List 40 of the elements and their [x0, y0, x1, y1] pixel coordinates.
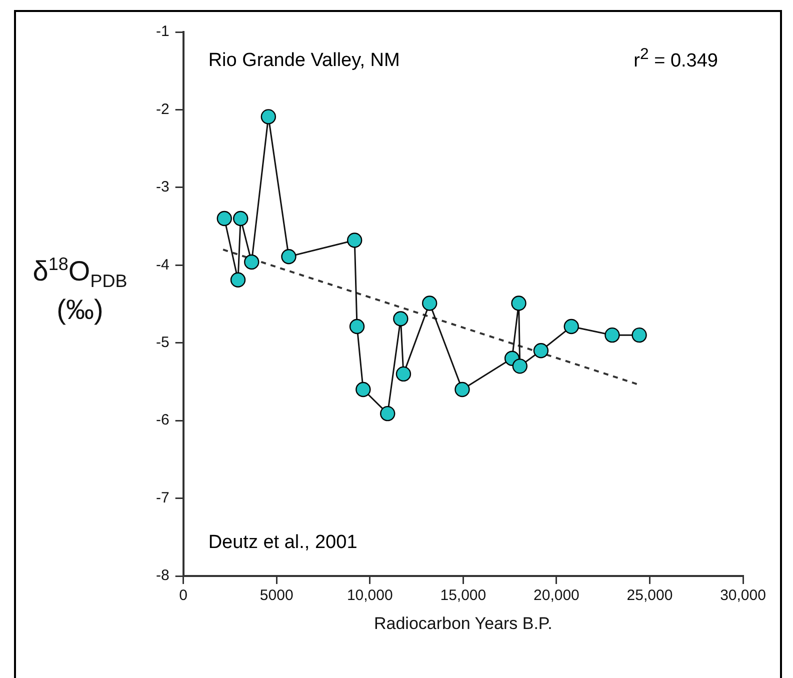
y-tick-label: -8 [156, 567, 170, 584]
point [349, 318, 365, 334]
point [393, 311, 408, 326]
annotation: Deutz et al., 2001 [208, 532, 358, 554]
point [346, 232, 362, 248]
point [244, 254, 260, 270]
y-tick-label: -5 [156, 334, 170, 351]
x-tick-label: 10,000 [346, 587, 393, 604]
point [396, 366, 412, 382]
x-tick-label: 15,000 [440, 587, 486, 604]
point [422, 296, 438, 311]
x-tick-label: 5000 [260, 587, 294, 604]
x-tick-label: 25,000 [626, 587, 673, 604]
point [380, 406, 396, 422]
y-tick-label: -6 [156, 412, 170, 429]
point [356, 382, 371, 398]
x-tick-label: 0 [179, 587, 188, 604]
y-tick-label: -2 [156, 100, 170, 118]
point [281, 248, 296, 264]
point [260, 109, 276, 124]
point [533, 343, 549, 358]
y-tick-label: -4 [156, 256, 170, 274]
x-tick-label: 30,000 [720, 587, 766, 604]
y-tick-label: -7 [156, 489, 170, 506]
point [632, 327, 647, 343]
x-tick-label: 20,000 [534, 587, 580, 604]
point [564, 318, 579, 334]
point [216, 210, 232, 226]
point [604, 327, 620, 343]
annotation: r$^{2}$ = 0.349 [634, 46, 718, 72]
point [511, 296, 526, 311]
y-axis-title: δ$^{18}$O$_{PDB}$ (‰) [32, 254, 128, 326]
point [230, 272, 246, 288]
annotation: Rio Grande Valley, NM [208, 50, 400, 72]
point [512, 358, 528, 374]
point [233, 210, 248, 226]
y-tick-label: -3 [156, 178, 170, 196]
point [454, 382, 470, 398]
y-tick-label: -1 [156, 23, 170, 40]
x-axis-title: Radiocarbon Years B.P. [372, 614, 554, 634]
